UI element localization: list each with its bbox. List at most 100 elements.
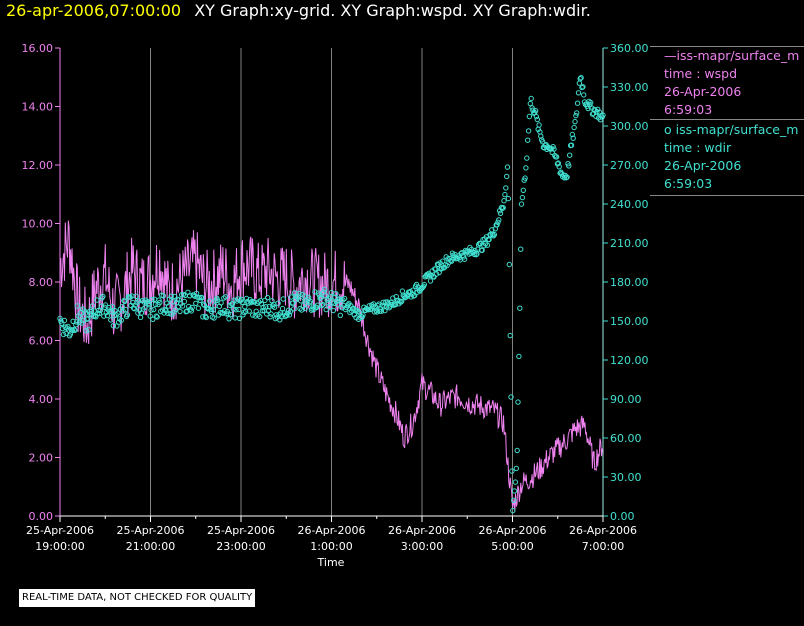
wdir-point	[243, 308, 249, 315]
left-tick-label: 16.00	[22, 42, 54, 55]
wdir-point	[84, 316, 90, 322]
wdir-point	[502, 191, 508, 198]
wdir-point	[523, 165, 529, 171]
wdir-point	[162, 306, 168, 313]
wdir-point	[68, 327, 75, 333]
wdir-point	[504, 164, 511, 170]
wdir-point	[148, 307, 154, 313]
wdir-point	[267, 314, 273, 320]
wdir-point	[410, 287, 416, 293]
wdir-point	[484, 242, 491, 248]
wdir-point	[72, 327, 78, 333]
wdir-point	[195, 305, 202, 311]
wdir-point	[319, 302, 325, 309]
wdir-point	[177, 308, 183, 315]
legend-wspd-time: 6:59:03	[664, 102, 713, 117]
wdir-point	[122, 298, 128, 304]
wdir-point	[154, 314, 160, 320]
x-tick-label-date: 25-Apr-2006	[116, 524, 184, 537]
wdir-point	[534, 116, 540, 123]
chart-title: 26-apr-2006,07:00:00 XY Graph:xy-grid. X…	[6, 1, 591, 23]
wdir-point	[322, 292, 329, 299]
wdir-point	[333, 291, 339, 297]
wdir-point	[150, 316, 156, 322]
x-tick-label-date: 26-Apr-2006	[478, 524, 546, 537]
wdir-point	[109, 308, 115, 315]
wdir-point	[275, 300, 281, 306]
wdir-point	[94, 297, 100, 303]
wdir-point	[427, 278, 434, 284]
wdir-point	[118, 317, 125, 323]
wdir-point	[572, 118, 578, 125]
right-tick-label: 30.00	[610, 471, 642, 484]
wdir-point	[121, 297, 127, 304]
wdir-point	[500, 205, 506, 211]
left-tick-label: 14.00	[22, 101, 54, 114]
wdir-point	[600, 112, 606, 118]
wdir-point	[60, 331, 67, 338]
x-axis: 25-Apr-2006 19:00:00 25-Apr-2006 21:00:00 25…	[26, 516, 637, 553]
wdir-point	[95, 307, 102, 314]
wdir-point	[124, 312, 131, 318]
wdir-point	[310, 304, 316, 310]
wdir-point	[149, 296, 155, 303]
x-tick-label-date: 25-Apr-2006	[207, 524, 275, 537]
wdir-point	[157, 299, 163, 306]
wdir-point	[588, 99, 594, 106]
wdir-point	[577, 76, 583, 82]
right-tick-label: 120.00	[610, 354, 649, 367]
wdir-point	[433, 266, 439, 272]
wdir-point	[238, 296, 245, 303]
wdir-point	[82, 310, 89, 316]
right-tick-label: 150.00	[610, 315, 649, 328]
wdir-point	[526, 113, 533, 120]
wdir-point	[566, 163, 572, 169]
legend-wdir-name: o iss-mapr/surface_m	[664, 122, 799, 137]
wdir-point	[568, 142, 575, 148]
wdir-point	[218, 300, 224, 306]
wdir-point	[250, 312, 256, 318]
x-tick-label-date: 26-Apr-2006	[388, 524, 456, 537]
wdir-point	[360, 312, 366, 318]
wdir-point	[260, 304, 266, 311]
wdir-point	[279, 305, 286, 312]
wdir-point	[569, 131, 575, 138]
wdir-point	[168, 293, 174, 299]
wdir-point	[172, 293, 178, 300]
x-tick-label-time: 19:00:00	[35, 540, 84, 553]
wdir-point	[76, 319, 83, 326]
wdir-point	[232, 315, 238, 321]
wdir-point	[302, 305, 308, 312]
wdir-point	[200, 314, 206, 320]
wdir-point	[151, 306, 157, 313]
wdir-point	[532, 108, 539, 114]
wdir-point	[242, 304, 248, 310]
wdir-point	[246, 308, 252, 314]
wdir-point	[383, 299, 389, 305]
wdir-point	[296, 290, 302, 297]
wdir-point	[528, 95, 534, 102]
wdir-point	[497, 210, 504, 217]
right-tick-label: 60.00	[610, 432, 642, 445]
left-tick-label: 10.00	[22, 218, 54, 231]
wdir-point	[188, 308, 195, 314]
legend-wdir-date: 26-Apr-2006	[664, 158, 742, 173]
wdir-point	[286, 312, 293, 318]
wdir-point	[160, 293, 167, 299]
wdir-point	[533, 113, 540, 120]
wdir-point	[257, 313, 263, 320]
wdir-point	[564, 174, 570, 180]
wdir-point	[581, 92, 587, 98]
wdir-point	[525, 137, 531, 143]
wdir-point	[486, 236, 492, 243]
wdir-point	[109, 304, 116, 310]
title-date: 26-apr-2006,07:00:00	[6, 1, 182, 20]
legend-entry-wdir: o iss-mapr/surface_m time : wdir 26-Apr-…	[664, 121, 798, 193]
wdir-point	[189, 304, 195, 311]
wdir-point	[556, 164, 562, 170]
wdir-point	[508, 394, 514, 400]
x-tick-label-date: 26-Apr-2006	[297, 524, 365, 537]
wdir-point	[73, 322, 79, 328]
left-tick-label: 0.00	[29, 510, 54, 523]
wdir-point	[70, 318, 76, 324]
